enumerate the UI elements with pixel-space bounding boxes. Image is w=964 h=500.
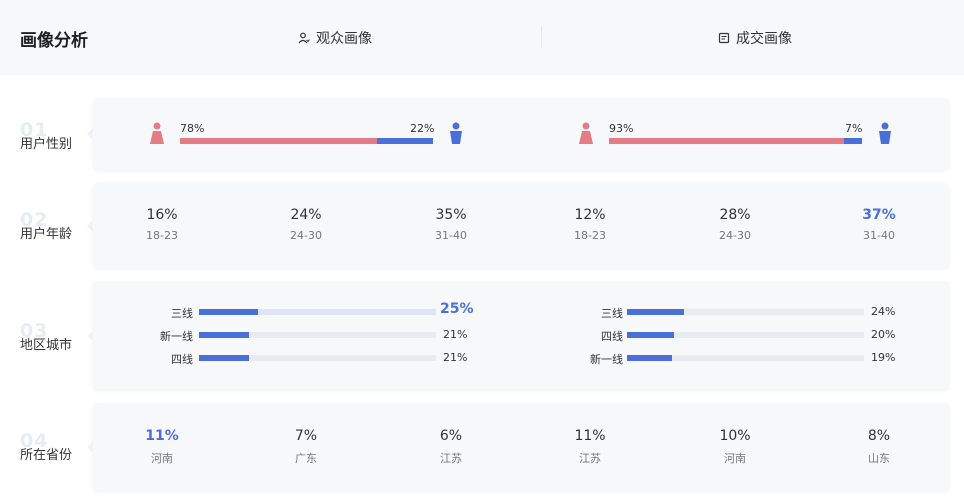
row-label-gender: 01 用户性别: [20, 119, 73, 152]
age-stat: 16% 18-23: [146, 207, 178, 242]
city-bar-row: 新一线 19%: [590, 351, 896, 366]
male-percent: 7%: [845, 122, 863, 135]
city-bar-row: 三线 25%: [171, 301, 474, 320]
age-stat: 35% 31-40: [435, 207, 467, 242]
city-bar-fill: [627, 332, 675, 338]
city-bar-row: 新一线 21%: [160, 328, 468, 343]
city-bar-track: [199, 355, 436, 361]
city-card: 三线 25% 新一线 21% 四线 21% 三线 24% 四线 20% 新一线: [87, 281, 949, 390]
province-stat: 11% 江苏: [574, 428, 606, 465]
tab-label: 成交画像: [736, 31, 792, 47]
male-bar-segment: [377, 138, 433, 144]
province-stat: 6% 江苏: [439, 428, 463, 465]
female-percent: 93%: [609, 122, 634, 135]
header: 画像分析 观众画像 成交画像: [0, 0, 964, 75]
age-stat-highlight: 37% 31-40: [862, 207, 896, 242]
city-bar-row: 三线 24%: [601, 305, 896, 320]
city-bar-track: [627, 332, 864, 338]
female-percent: 78%: [180, 122, 205, 135]
tab-label: 观众画像: [316, 31, 372, 47]
tab-divider: [541, 26, 542, 48]
city-bar-row: 四线 20%: [601, 328, 896, 343]
page-title: 画像分析: [20, 31, 88, 51]
city-bar-fill: [199, 332, 249, 338]
row-label-age: 02 用户年龄: [20, 209, 73, 242]
male-percent: 22%: [410, 122, 435, 135]
gender-bar-deal: [609, 138, 862, 144]
male-bar-segment: [844, 138, 862, 144]
age-card: 16% 18-23 24% 24-30 35% 31-40 12% 18-23 …: [87, 183, 949, 268]
city-bar-fill: [627, 355, 673, 361]
age-stat: 24% 24-30: [290, 207, 322, 242]
province-stat-highlight: 11% 河南: [145, 428, 179, 465]
city-bar-track: [627, 355, 864, 361]
tab-deal-profile[interactable]: 成交画像: [718, 28, 792, 48]
province-card: 11% 河南 7% 广东 6% 江苏 11% 江苏 10% 河南 8% 山东: [87, 403, 949, 491]
male-icon: [450, 122, 462, 144]
female-icon: [579, 122, 593, 144]
gender-bar-audience: [180, 138, 433, 144]
province-stat: 10% 河南: [719, 428, 751, 465]
gender-card: 78% 22% 93% 7%: [87, 98, 949, 170]
age-stat: 28% 24-30: [719, 207, 751, 242]
city-bar-fill: [199, 309, 259, 315]
male-icon: [879, 122, 891, 144]
province-stat: 7% 广东: [294, 428, 318, 465]
city-bar-fill: [627, 309, 684, 315]
age-stat: 12% 18-23: [574, 207, 606, 242]
city-bar-track: [627, 309, 864, 315]
female-icon: [150, 122, 164, 144]
person-icon: [298, 32, 310, 44]
city-bar-track: [199, 332, 436, 338]
deal-icon: [718, 32, 730, 44]
province-stat: 8% 山东: [867, 428, 891, 465]
tab-audience-profile[interactable]: 观众画像: [298, 28, 372, 48]
city-bar-fill: [199, 355, 249, 361]
city-bar-row: 四线 21%: [171, 351, 468, 366]
city-bar-track: [199, 309, 436, 315]
row-label-province: 04 所在省份: [20, 430, 73, 463]
row-label-city: 03 地区城市: [20, 320, 73, 353]
